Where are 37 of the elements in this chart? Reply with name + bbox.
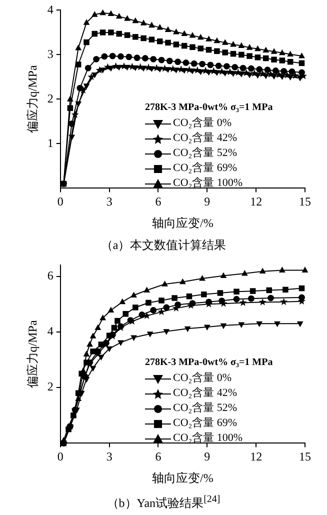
legend-label: CO₂含量 100% <box>173 431 243 446</box>
x-tick-label: 6 <box>155 194 162 209</box>
x-tick-label: 15 <box>299 194 311 209</box>
legend-label: CO₂含量 42% <box>173 131 238 146</box>
text: （b）Yan试验结果$^{[24]}$ <box>106 493 222 510</box>
legend-title: 278K-3 MPa-0wt% σ₃=1 MPa <box>145 356 273 370</box>
x-tick-label: 15 <box>299 450 311 464</box>
x-axis-title: 轴向应变/% <box>152 470 214 485</box>
y-tick-label: 2 <box>47 91 54 106</box>
y-axis-title: 偏应力q/MPa <box>25 320 40 388</box>
legend-label: CO₂含量 0% <box>173 371 232 386</box>
x-tick-label: 12 <box>250 450 262 464</box>
legend-label: CO₂含量 100% <box>173 176 243 191</box>
y-tick-label: 2 <box>47 380 54 394</box>
y-tick-label: 1 <box>47 136 54 150</box>
legend-label: CO₂含量 69% <box>173 161 238 176</box>
legend-label: CO₂含量 69% <box>173 416 238 431</box>
x-tick-label: 0 <box>57 450 64 464</box>
y-tick-label: 4 <box>47 324 54 338</box>
x-tick-label: 0 <box>57 194 64 209</box>
x-tick-label: 3 <box>106 450 112 464</box>
y-tick-label: 3 <box>47 46 54 61</box>
text: （a）本文数值计算结果 <box>100 237 228 254</box>
legend-label: CO₂含量 52% <box>173 146 238 161</box>
x-tick-label: 9 <box>204 194 210 209</box>
x-tick-label: 12 <box>250 194 262 209</box>
y-tick-label: 6 <box>47 268 54 282</box>
legend-title: 278K-3 MPa-0wt% σ₃=1 MPa <box>145 101 273 115</box>
x-tick-label: 9 <box>204 450 210 464</box>
x-tick-label: 3 <box>106 194 112 209</box>
legend-label: CO₂含量 0% <box>173 116 232 131</box>
x-tick-label: 6 <box>155 450 162 464</box>
y-axis-title: 偏应力q/MPa <box>25 64 40 134</box>
y-tick-label: 4 <box>47 2 54 16</box>
legend-label: CO₂含量 52% <box>173 401 238 416</box>
legend-label: CO₂含量 42% <box>173 386 238 401</box>
x-axis-title: 轴向应变/% <box>152 216 214 230</box>
